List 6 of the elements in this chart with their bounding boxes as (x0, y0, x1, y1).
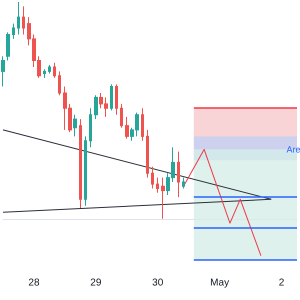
annotation: Are (286, 144, 300, 154)
x-tick-label: 29 (90, 278, 102, 288)
x-tick-label: 2 (278, 278, 285, 288)
x-tick-label: 30 (152, 278, 164, 288)
x-tick-label: May (210, 278, 230, 288)
x-tick-label: 28 (28, 278, 40, 288)
